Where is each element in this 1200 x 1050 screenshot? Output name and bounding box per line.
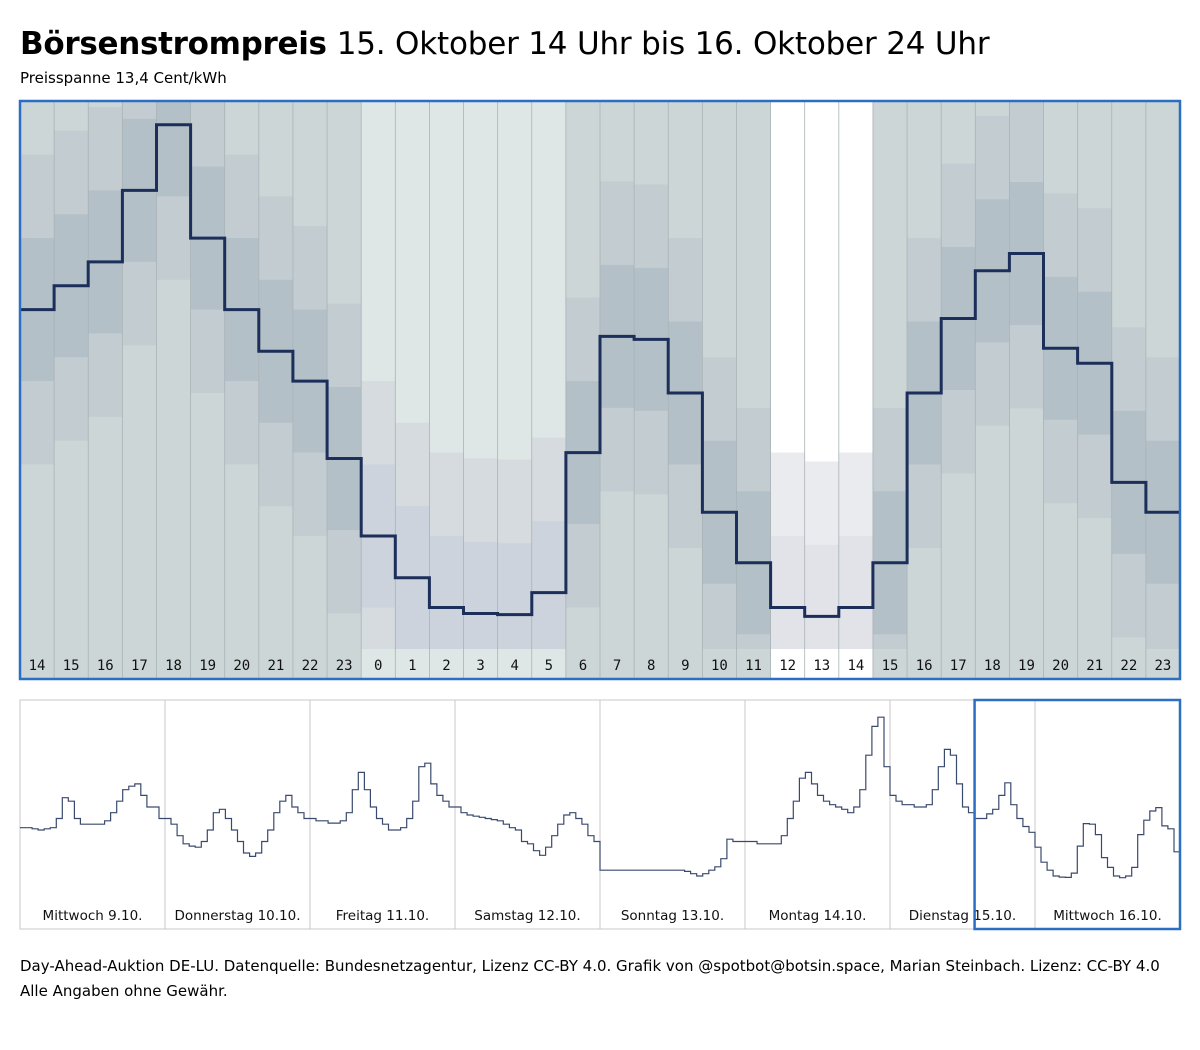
hour-column-7: 21 xyxy=(258,101,293,679)
hour-column-26: 16 xyxy=(906,101,942,679)
hour-column-23: 13 xyxy=(804,101,839,679)
hour-label-5: 5 xyxy=(545,658,553,674)
hour-column-27: 17 xyxy=(940,101,976,679)
day-label-2: Freitag 11.10. xyxy=(336,908,429,924)
hour-column-18: 8 xyxy=(633,101,669,679)
hour-column-22: 12 xyxy=(770,101,805,679)
hour-label-22: 22 xyxy=(1120,658,1137,674)
hour-column-31: 21 xyxy=(1077,101,1112,679)
hour-label-14: 14 xyxy=(29,658,46,674)
hour-label-17: 17 xyxy=(131,658,148,674)
hour-column-5: 19 xyxy=(190,101,225,679)
price-step-line xyxy=(20,123,1180,618)
hour-label-14: 14 xyxy=(847,658,864,674)
hour-label-16: 16 xyxy=(97,658,114,674)
day-label-5: Montag 14.10. xyxy=(769,908,867,924)
hour-column-29: 19 xyxy=(1009,101,1044,679)
hour-column-0: 14 xyxy=(19,101,55,679)
day-label-7: Mittwoch 16.10. xyxy=(1053,908,1162,924)
column-core-band xyxy=(156,101,191,197)
price-range-subtitle: Preisspanne 13,4 Cent/kWh xyxy=(20,69,227,87)
hour-label-11: 11 xyxy=(745,658,762,674)
hour-column-12: 2 xyxy=(429,101,464,679)
hour-column-30: 20 xyxy=(1043,101,1078,679)
hour-label-16: 16 xyxy=(916,658,933,674)
hour-label-7: 7 xyxy=(613,658,621,674)
chart-footer: Day-Ahead-Auktion DE-LU. Datenquelle: Bu… xyxy=(20,954,1160,1004)
hour-label-15: 15 xyxy=(63,658,80,674)
column-core-band xyxy=(838,535,873,649)
hour-column-4: 18 xyxy=(156,101,191,679)
hour-column-14: 4 xyxy=(497,101,532,679)
main-chart-frame xyxy=(18,99,1182,681)
hour-column-33: 23 xyxy=(1145,101,1180,679)
column-core-band xyxy=(497,543,532,649)
hour-column-28: 18 xyxy=(974,101,1010,679)
hour-label-3: 3 xyxy=(476,658,484,674)
hour-column-6: 20 xyxy=(224,101,259,679)
hour-label-23: 23 xyxy=(1155,658,1172,674)
hour-column-10: 0 xyxy=(360,101,396,679)
column-core-band xyxy=(770,535,805,649)
hour-label-21: 21 xyxy=(267,658,284,674)
hour-label-13: 13 xyxy=(813,658,830,674)
hour-label-0: 0 xyxy=(374,658,382,674)
day-label-4: Sonntag 13.10. xyxy=(621,908,724,924)
hour-label-9: 9 xyxy=(681,658,689,674)
hour-column-21: 11 xyxy=(736,101,771,679)
column-core-band xyxy=(463,541,498,649)
hour-column-32: 22 xyxy=(1111,101,1146,679)
hour-column-19: 9 xyxy=(667,101,703,679)
hour-label-18: 18 xyxy=(165,658,182,674)
hour-column-20: 10 xyxy=(701,101,737,679)
hour-column-24: 14 xyxy=(838,101,873,679)
hour-label-17: 17 xyxy=(950,658,967,674)
hour-label-1: 1 xyxy=(408,658,416,674)
hour-column-1: 15 xyxy=(53,101,89,679)
hour-column-3: 17 xyxy=(121,101,157,679)
hour-column-15: 5 xyxy=(531,101,566,679)
hour-label-15: 15 xyxy=(882,658,899,674)
overview-highlight-window xyxy=(973,698,1182,931)
day-label-1: Donnerstag 10.10. xyxy=(174,908,300,924)
hour-label-20: 20 xyxy=(1052,658,1069,674)
hour-column-9: 23 xyxy=(326,101,362,679)
hour-label-19: 19 xyxy=(199,658,216,674)
hour-label-21: 21 xyxy=(1086,658,1103,674)
hour-column-2: 16 xyxy=(87,101,123,679)
hour-label-22: 22 xyxy=(302,658,319,674)
hour-column-11: 1 xyxy=(394,101,430,679)
hour-column-17: 7 xyxy=(599,101,635,679)
hour-label-8: 8 xyxy=(647,658,655,674)
column-core-band xyxy=(429,535,464,649)
hour-label-18: 18 xyxy=(984,658,1001,674)
hour-label-23: 23 xyxy=(336,658,353,674)
hour-label-10: 10 xyxy=(711,658,728,674)
hour-column-8: 22 xyxy=(292,101,328,679)
hour-label-20: 20 xyxy=(233,658,250,674)
chart-title: Börsenstrompreis xyxy=(20,26,327,62)
overview-price-line xyxy=(20,716,1180,879)
day-label-6: Dienstag 15.10. xyxy=(909,908,1016,924)
hour-column-13: 3 xyxy=(463,101,498,679)
hour-label-12: 12 xyxy=(779,658,796,674)
day-label-3: Samstag 12.10. xyxy=(474,908,580,924)
overview-chart: Mittwoch 9.10. Donnerstag 10.10. Freitag 1… xyxy=(19,698,1182,931)
column-core-band xyxy=(531,521,566,649)
hour-label-19: 19 xyxy=(1018,658,1035,674)
hour-label-2: 2 xyxy=(442,658,450,674)
hour-label-4: 4 xyxy=(510,658,518,674)
chart-date-range: 15. Oktober 14 Uhr bis 16. Oktober 24 Uh… xyxy=(336,26,990,62)
column-core-band xyxy=(804,544,839,649)
hour-label-6: 6 xyxy=(579,658,587,674)
day-label-0: Mittwoch 9.10. xyxy=(43,908,143,924)
source-note: Day-Ahead-Auktion DE-LU. Datenquelle: Bu… xyxy=(20,957,1160,975)
hour-column-16: 6 xyxy=(565,101,600,679)
hour-column-25: 15 xyxy=(872,101,908,679)
disclaimer-note: Alle Angaben ohne Gewähr. xyxy=(20,982,228,1000)
chart-header: Börsenstrompreis 15. Oktober 14 Uhr bis 1… xyxy=(20,26,990,62)
